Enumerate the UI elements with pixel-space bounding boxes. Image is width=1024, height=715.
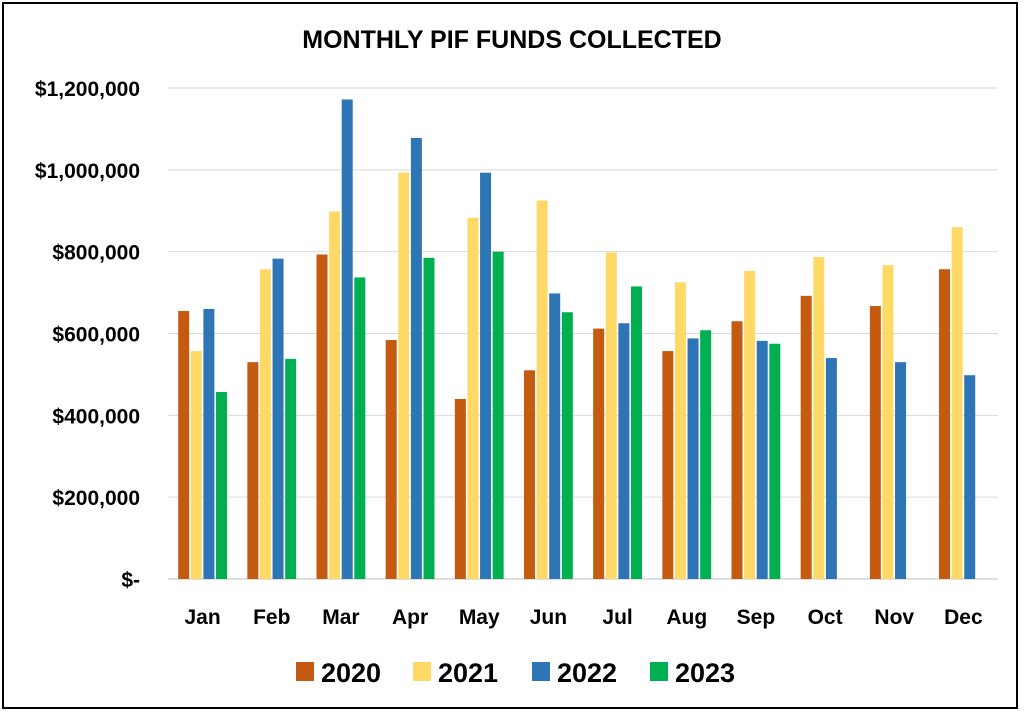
- y-axis: $- $200,000 $400,000 $600,000 $800,000 $1,000…: [35, 78, 140, 592]
- legend-label: 2022: [557, 658, 617, 688]
- y-tick-label: $1,000,000: [35, 160, 140, 183]
- x-tick-label: Apr: [392, 606, 428, 629]
- bar-2023-aug: [700, 330, 712, 579]
- x-tick-label: May: [459, 606, 500, 629]
- bar-2020-feb: [247, 362, 259, 579]
- bar-2020-jun: [524, 370, 536, 579]
- bar-2021-dec: [951, 227, 963, 579]
- bar-2023-sep: [769, 343, 781, 579]
- bar-2021-aug: [674, 282, 686, 579]
- legend-label: 2021: [438, 658, 498, 688]
- legend: 2020 2021 2022 2023: [296, 658, 735, 688]
- bar-2020-oct: [800, 295, 812, 579]
- bar-2023-jan: [215, 392, 227, 579]
- bar-2023-mar: [354, 277, 366, 579]
- bar-2020-jan: [178, 310, 190, 579]
- legend-label: 2023: [675, 658, 735, 688]
- bar-2021-sep: [744, 270, 756, 579]
- bar-2023-feb: [285, 358, 297, 579]
- bar-2020-nov: [869, 306, 881, 579]
- y-tick-label: $1,200,000: [35, 78, 140, 101]
- y-tick-label: $200,000: [52, 487, 140, 510]
- x-tick-label: Mar: [322, 606, 359, 629]
- bar-2021-jan: [190, 351, 202, 579]
- bar-2020-may: [454, 398, 466, 579]
- bar-2021-may: [467, 217, 479, 580]
- bar-2022-may: [480, 172, 492, 579]
- y-tick-label: $600,000: [52, 324, 140, 347]
- legend-swatch-2022: [532, 662, 550, 681]
- gridlines: [168, 87, 998, 580]
- legend-swatch-2020: [296, 662, 314, 681]
- bar-2020-mar: [316, 254, 328, 580]
- bar-2022-feb: [272, 258, 284, 579]
- bar-2022-sep: [756, 340, 768, 579]
- y-tick-label: $-: [121, 569, 140, 592]
- x-tick-label: Jun: [530, 606, 567, 629]
- x-tick-label: Jul: [602, 606, 632, 629]
- bar-2021-apr: [398, 172, 410, 579]
- bar-2020-aug: [662, 351, 674, 579]
- y-tick-label: $400,000: [52, 405, 140, 428]
- bar-2020-dec: [939, 269, 951, 579]
- bar-2023-may: [492, 251, 504, 579]
- bar-2022-dec: [964, 375, 976, 579]
- bar-2023-jun: [561, 312, 573, 579]
- x-tick-label: Feb: [253, 606, 290, 629]
- bar-2022-apr: [410, 137, 422, 579]
- bar-2020-jul: [593, 328, 605, 579]
- x-tick-label: Aug: [666, 606, 707, 629]
- bar-2021-feb: [259, 269, 271, 579]
- legend-label: 2020: [321, 658, 381, 688]
- bar-2022-jan: [203, 308, 215, 579]
- x-tick-label: Dec: [944, 606, 983, 629]
- bar-2022-nov: [895, 362, 907, 579]
- bar-2021-oct: [813, 256, 825, 579]
- bar-2021-nov: [882, 265, 894, 579]
- bar-2022-aug: [687, 338, 699, 579]
- x-tick-label: Jan: [184, 606, 220, 629]
- bar-2021-mar: [329, 211, 341, 579]
- bar-2022-oct: [825, 358, 837, 579]
- legend-swatch-2023: [650, 662, 668, 681]
- x-tick-label: Oct: [808, 606, 843, 629]
- bar-2022-jun: [549, 293, 561, 579]
- bar-2020-apr: [385, 340, 397, 579]
- bar-2022-mar: [341, 99, 353, 579]
- bar-2023-jul: [630, 286, 642, 579]
- y-tick-label: $800,000: [52, 242, 140, 265]
- x-axis: Jan Feb Mar Apr May Jun Jul Aug Sep Oct Nov Dec: [184, 606, 983, 629]
- x-tick-label: Sep: [737, 606, 776, 629]
- bar-2022-jul: [618, 323, 630, 579]
- bar-2021-jul: [605, 252, 617, 580]
- x-tick-label: Nov: [874, 606, 914, 629]
- bar-2023-apr: [423, 257, 435, 579]
- bar-2021-jun: [536, 200, 548, 580]
- chart-title: MONTHLY PIF FUNDS COLLECTED: [302, 26, 721, 54]
- bar-2020-sep: [731, 321, 743, 579]
- legend-swatch-2021: [413, 662, 431, 681]
- bars: [178, 99, 976, 580]
